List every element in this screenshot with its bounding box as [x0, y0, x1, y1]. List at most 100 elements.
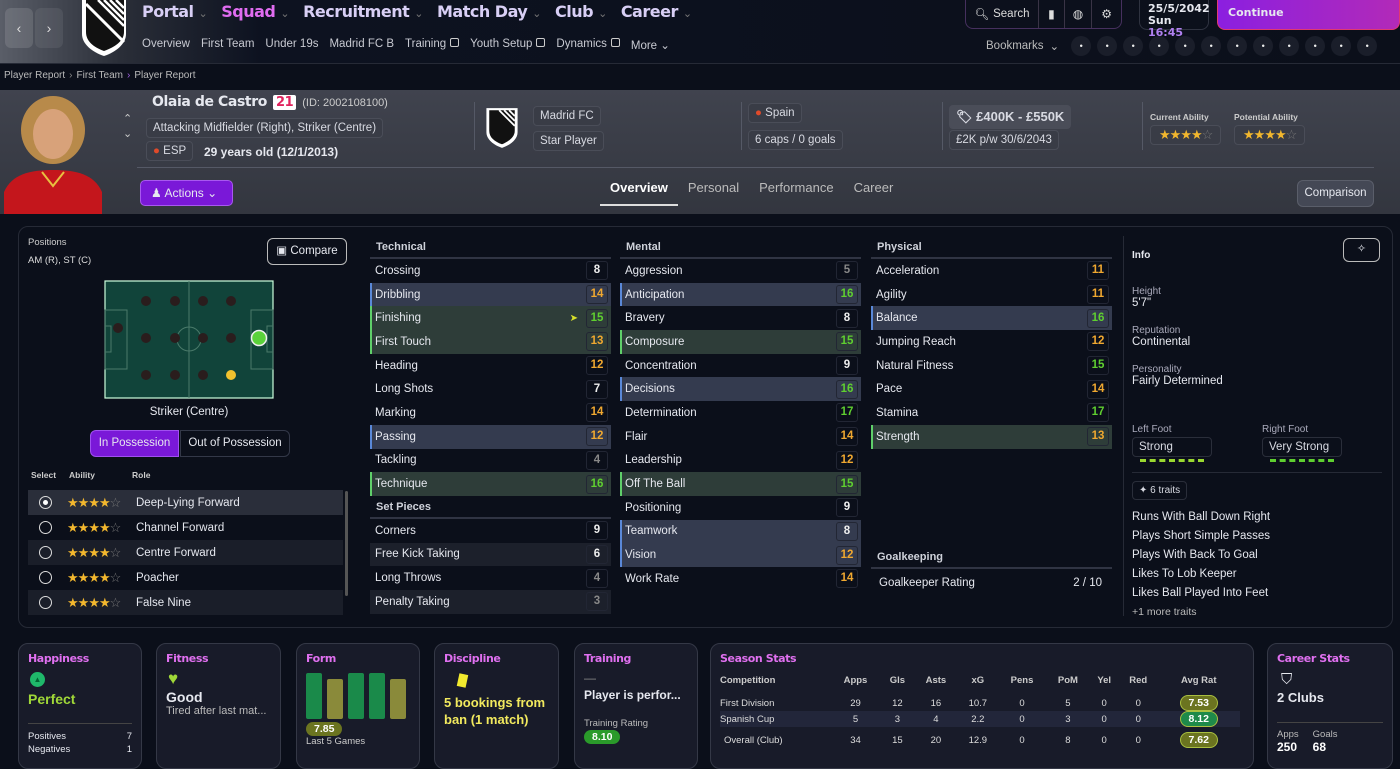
attribute-row[interactable]: Bravery 8 — [620, 306, 861, 330]
breadcrumb-item[interactable]: First Team — [76, 70, 123, 81]
role-row[interactable]: ★★★★☆ False Nine — [28, 590, 343, 615]
position-dot[interactable] — [226, 296, 236, 306]
chat-icon[interactable]: • — [1071, 36, 1092, 56]
position-dot[interactable] — [170, 296, 180, 306]
attribute-row[interactable]: Teamwork 8 — [620, 519, 861, 544]
more-traits-link[interactable]: +1 more traits — [1132, 606, 1197, 618]
subnav-item[interactable]: Overview — [142, 38, 190, 52]
subnav-item[interactable]: Under 19s — [265, 38, 318, 52]
out-of-possession-toggle[interactable]: Out of Possession — [180, 430, 290, 457]
refresh-icon[interactable]: • — [1357, 36, 1378, 56]
breadcrumb-item[interactable]: Player Report — [4, 70, 66, 81]
globe-icon[interactable]: ◍ — [1065, 0, 1093, 28]
attribute-row[interactable]: Natural Fitness 15 — [871, 354, 1112, 378]
nav-menu-club[interactable]: Club ⌄ — [555, 2, 607, 21]
attribute-row[interactable]: Decisions 16 — [620, 377, 861, 402]
attribute-row[interactable]: Determination 17 — [620, 401, 861, 425]
attribute-row[interactable]: Strength 13 — [871, 424, 1112, 449]
subnav-item[interactable]: More ⌄ — [631, 38, 670, 52]
roles-scrollbar[interactable] — [345, 491, 348, 596]
bookmarks-dropdown[interactable]: Bookmarks — [986, 40, 1044, 52]
role-row[interactable]: ★★★★☆ Centre Forward — [28, 540, 343, 565]
position-dot[interactable] — [141, 333, 151, 343]
subnav-item[interactable]: Youth Setup — [470, 38, 546, 52]
bookmark-icon[interactable]: ▮ — [1039, 0, 1065, 28]
role-row[interactable]: ★★★★☆ Deep-Lying Forward — [28, 490, 343, 515]
attribute-row[interactable]: First Touch 13 — [370, 330, 611, 354]
actions-button[interactable]: ♟ Actions ⌄ — [140, 180, 233, 206]
badge-icon[interactable]: • — [1201, 36, 1222, 56]
club-name[interactable]: Madrid FC — [533, 106, 601, 126]
search-button[interactable]: 🔍︎ Search — [966, 0, 1040, 28]
tab-personal[interactable]: Personal — [687, 180, 740, 195]
attribute-row[interactable]: Work Rate 14 — [620, 567, 861, 591]
forward-button[interactable]: › — [35, 8, 63, 48]
club-crest-logo[interactable] — [80, 0, 128, 56]
compare-button[interactable]: ▣ Compare — [267, 238, 347, 265]
role-radio[interactable] — [39, 546, 52, 559]
game-date[interactable]: 25/5/2042 Sun 16:45 — [1139, 0, 1210, 39]
position-dot[interactable] — [226, 333, 236, 343]
attribute-row[interactable]: Long Shots 7 — [370, 377, 611, 401]
attribute-row[interactable]: Free Kick Taking 6 — [370, 542, 611, 567]
position-dot[interactable] — [198, 296, 208, 306]
nav-menu-portal[interactable]: Portal ⌄ — [142, 2, 208, 21]
alert-board-icon[interactable]: • — [1123, 36, 1144, 56]
nav-menu-match-day[interactable]: Match Day ⌄ — [437, 2, 542, 21]
stats-row[interactable]: Spanish Cup 5 3 4 2.2 0 3 0 0 8.12 — [720, 711, 1240, 727]
position-dot[interactable] — [141, 370, 151, 380]
player-switch-arrows[interactable]: ⌃ ⌄ — [123, 113, 133, 140]
position-dot[interactable] — [170, 333, 180, 343]
scout-icon[interactable]: • — [1149, 36, 1170, 56]
attribute-row[interactable]: Penalty Taking 3 — [370, 589, 611, 614]
subnav-item[interactable]: First Team — [201, 38, 254, 52]
role-radio[interactable] — [39, 596, 52, 609]
attribute-row[interactable]: Passing 12 — [370, 424, 611, 449]
season-stats-card[interactable]: Season Stats Competition Apps Gls Asts xG Pen… — [710, 643, 1254, 769]
tab-performance[interactable]: Performance — [759, 180, 834, 195]
role-row[interactable]: ★★★★☆ Poacher — [28, 565, 343, 590]
role-radio[interactable] — [39, 571, 52, 584]
attribute-row[interactable]: Long Throws 4 — [370, 566, 611, 590]
attribute-row[interactable]: Concentration 9 — [620, 354, 861, 378]
nav-menu-recruitment[interactable]: Recruitment ⌄ — [303, 2, 423, 21]
attribute-row[interactable]: Leadership 12 — [620, 449, 861, 473]
report-icon[interactable]: • — [1305, 36, 1326, 56]
staff-icon[interactable]: • — [1227, 36, 1248, 56]
attribute-row[interactable]: Heading 12 — [370, 354, 611, 378]
subnav-item[interactable]: Madrid FC B — [329, 38, 394, 52]
role-radio[interactable] — [39, 521, 52, 534]
attribute-row[interactable]: Stamina 17 — [871, 401, 1112, 425]
stats-row[interactable]: Overall (Club) 34 15 20 12.9 0 8 0 0 7.62 — [720, 727, 1240, 753]
attribute-row[interactable]: Marking 14 — [370, 401, 611, 425]
attribute-row[interactable]: Tackling 4 — [370, 449, 611, 473]
attribute-row[interactable]: Dribbling 14 — [370, 282, 611, 307]
form-card[interactable]: Form 7.85 Last 5 Games — [296, 643, 420, 769]
attribute-row[interactable]: Flair 14 — [620, 425, 861, 449]
role-row[interactable]: ★★★★☆ Channel Forward — [28, 515, 343, 540]
cone-icon[interactable]: • — [1331, 36, 1352, 56]
clipboard-icon[interactable]: • — [1279, 36, 1300, 56]
attribute-row[interactable]: Jumping Reach 12 — [871, 330, 1112, 354]
stats-row[interactable]: First Division 29 12 16 10.7 0 5 0 0 7.53 — [720, 695, 1240, 711]
trophy-icon[interactable]: • — [1175, 36, 1196, 56]
tab-overview[interactable]: Overview — [600, 180, 678, 206]
attribute-row[interactable]: Balance 16 — [871, 306, 1112, 331]
info-toggle-icon[interactable]: ✧ — [1343, 238, 1380, 262]
settings-gear-icon[interactable]: ⚙ — [1101, 7, 1113, 21]
position-dot[interactable] — [170, 370, 180, 380]
training-card[interactable]: Training — Player is perfor... Training … — [574, 643, 698, 769]
nation-pill[interactable]: ● Spain — [748, 103, 802, 123]
attribute-row[interactable]: Off The Ball 15 — [620, 472, 861, 496]
position-dot[interactable] — [141, 296, 151, 306]
role-radio[interactable] — [39, 496, 52, 509]
subnav-item[interactable]: Training — [405, 38, 460, 52]
attribute-row[interactable]: Anticipation 16 — [620, 282, 861, 307]
position-dot[interactable] — [113, 323, 123, 333]
continue-button[interactable]: Continue — [1217, 0, 1400, 30]
attribute-row[interactable]: Technique 16 — [370, 472, 611, 496]
attribute-row[interactable]: Composure 15 — [620, 330, 861, 354]
calendar-icon[interactable]: • — [1253, 36, 1274, 56]
back-button[interactable]: ‹ — [5, 8, 33, 48]
shirt-icon[interactable]: • — [1097, 36, 1118, 56]
